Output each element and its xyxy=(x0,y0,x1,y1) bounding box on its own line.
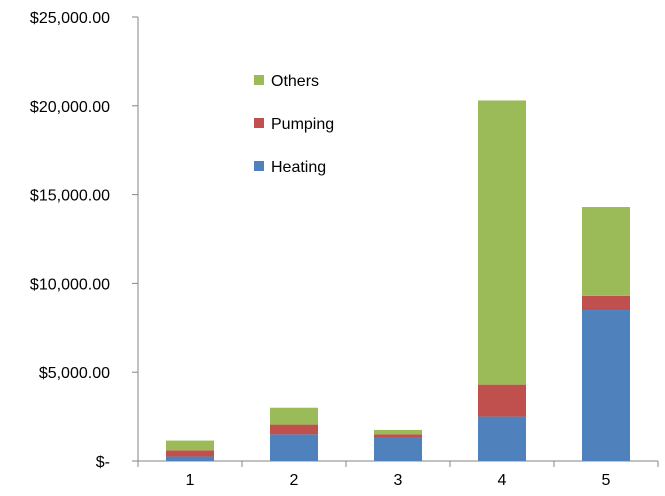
x-axis-ticks: 1 2 3 4 5 xyxy=(137,461,659,489)
bar-segment-pumping-1 xyxy=(166,450,214,457)
x-tick-label: 1 xyxy=(186,472,195,489)
bar-segment-heating-2 xyxy=(270,434,318,461)
bar-segment-heating-1 xyxy=(166,456,214,461)
x-tick-label: 4 xyxy=(498,472,507,489)
bar-segment-others-4 xyxy=(478,100,526,385)
bar-segment-others-3 xyxy=(374,429,422,435)
bar-segment-pumping-5 xyxy=(582,295,630,311)
x-tick-label: 5 xyxy=(602,472,611,489)
bar-segment-others-5 xyxy=(582,207,630,296)
legend-swatch-pumping xyxy=(254,118,264,128)
legend-label-heating: Heating xyxy=(271,159,326,176)
y-tick-label: $25,000.00 xyxy=(30,10,110,27)
y-tick-label: $5,000.00 xyxy=(39,365,110,382)
bar-segment-heating-5 xyxy=(582,310,630,461)
bar-segment-heating-3 xyxy=(374,437,422,461)
bar-segment-pumping-4 xyxy=(478,384,526,417)
axes xyxy=(137,17,658,462)
y-tick-label: $15,000.00 xyxy=(30,188,110,205)
legend-label-pumping: Pumping xyxy=(271,116,334,133)
legend: Others Pumping Heating xyxy=(254,73,334,176)
y-tick-label: $- xyxy=(96,454,110,471)
legend-swatch-others xyxy=(254,75,264,85)
bar-segment-pumping-3 xyxy=(374,434,422,438)
x-tick-label: 3 xyxy=(394,472,403,489)
y-tick-label: $10,000.00 xyxy=(30,276,110,293)
bar-segment-pumping-2 xyxy=(270,424,318,435)
y-tick-label: $20,000.00 xyxy=(30,99,110,116)
bar-segment-others-1 xyxy=(166,440,214,451)
bars xyxy=(166,100,630,461)
legend-label-others: Others xyxy=(271,73,319,90)
legend-swatch-heating xyxy=(254,161,264,171)
bar-segment-heating-4 xyxy=(478,416,526,461)
bar-segment-others-2 xyxy=(270,407,318,425)
y-axis-ticks: $- $5,000.00 $10,000.00 $15,000.00 $20,000.0… xyxy=(30,10,138,471)
x-tick-label: 2 xyxy=(290,472,299,489)
